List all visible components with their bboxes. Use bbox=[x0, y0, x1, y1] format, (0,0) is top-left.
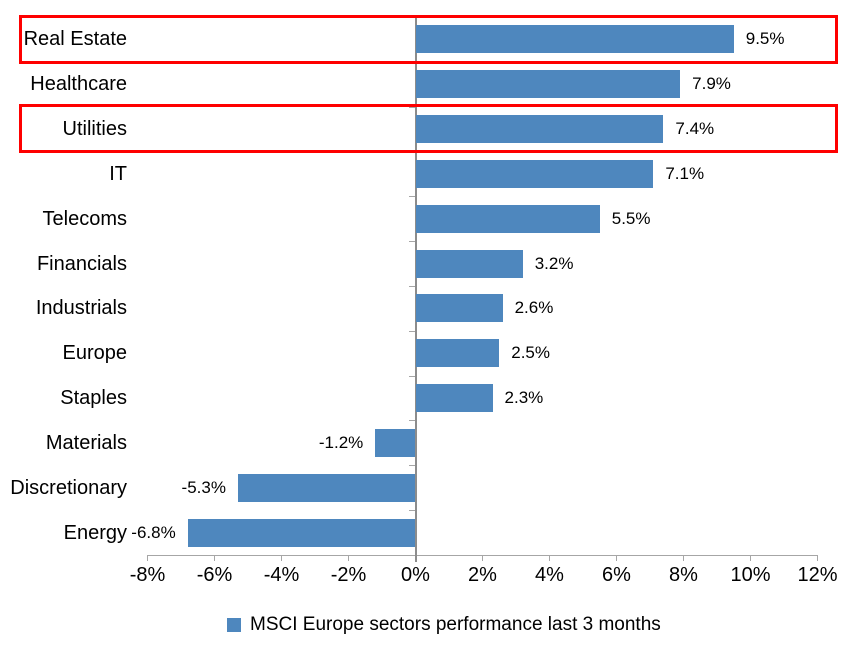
category-axis-tick bbox=[408, 285, 415, 287]
x-axis-tick bbox=[482, 555, 483, 561]
value-label-telecoms: 5.5% bbox=[611, 208, 651, 228]
x-tick-label: 0% bbox=[401, 564, 430, 586]
x-tick-label: 4% bbox=[535, 564, 564, 586]
bar-energy bbox=[187, 518, 416, 547]
bar-discretionary bbox=[237, 473, 416, 502]
bar-telecoms bbox=[415, 204, 600, 233]
category-label-discretionary: Discretionary bbox=[10, 476, 127, 499]
category-axis-tick bbox=[408, 241, 415, 243]
category-label-healthcare: Healthcare bbox=[30, 73, 127, 96]
bar-staples bbox=[415, 384, 493, 413]
value-label-it: 7.1% bbox=[665, 163, 705, 183]
category-axis-tick bbox=[408, 375, 415, 377]
x-tick-label: -2% bbox=[330, 564, 367, 586]
category-axis-tick bbox=[408, 420, 415, 422]
category-axis-tick bbox=[408, 510, 415, 512]
category-axis-tick bbox=[408, 196, 415, 198]
x-tick-label: 2% bbox=[468, 564, 497, 586]
legend-swatch-icon bbox=[227, 618, 241, 632]
x-tick-label: 8% bbox=[669, 564, 698, 586]
bar-real-estate bbox=[415, 25, 734, 54]
bar-healthcare bbox=[415, 70, 681, 99]
x-axis-tick bbox=[348, 555, 349, 561]
x-tick-label: 10% bbox=[730, 564, 771, 586]
value-label-staples: 2.3% bbox=[504, 388, 544, 408]
category-label-utilities: Utilities bbox=[62, 118, 127, 141]
value-label-financials: 3.2% bbox=[534, 253, 574, 273]
x-axis-tick bbox=[549, 555, 550, 561]
highlight-box-real-estate bbox=[19, 14, 838, 64]
x-axis-tick bbox=[683, 555, 684, 561]
category-label-materials: Materials bbox=[45, 431, 127, 454]
value-label-discretionary: -5.3% bbox=[181, 477, 226, 497]
x-axis-tick bbox=[281, 555, 282, 561]
category-label-industrials: Industrials bbox=[35, 297, 127, 320]
x-axis-tick bbox=[147, 555, 148, 561]
bar-europe bbox=[415, 339, 500, 368]
x-axis-tick bbox=[750, 555, 751, 561]
category-axis-tick bbox=[408, 330, 415, 332]
value-label-utilities: 7.4% bbox=[675, 119, 715, 139]
category-label-financials: Financials bbox=[36, 252, 127, 275]
x-axis-tick bbox=[817, 555, 818, 561]
category-label-it: IT bbox=[109, 162, 127, 185]
bar-utilities bbox=[415, 115, 664, 144]
category-axis-tick bbox=[408, 465, 415, 467]
zero-line bbox=[414, 15, 417, 562]
x-tick-label: 6% bbox=[602, 564, 631, 586]
x-axis-tick bbox=[214, 555, 215, 561]
highlight-box-utilities bbox=[19, 104, 838, 154]
x-tick-label: -4% bbox=[263, 564, 300, 586]
category-label-energy: Energy bbox=[63, 521, 127, 544]
x-tick-label: -8% bbox=[129, 564, 166, 586]
category-axis-tick bbox=[408, 17, 415, 18]
bar-it bbox=[415, 159, 654, 188]
bar-industrials bbox=[415, 294, 503, 323]
bar-materials bbox=[375, 428, 416, 457]
category-axis-tick bbox=[408, 554, 415, 556]
category-label-staples: Staples bbox=[60, 387, 127, 410]
value-label-materials: -1.2% bbox=[318, 432, 364, 452]
category-label-real-estate: Real Estate bbox=[23, 28, 127, 51]
value-label-energy: -6.8% bbox=[131, 522, 176, 542]
value-label-europe: 2.5% bbox=[511, 343, 550, 363]
category-label-telecoms: Telecoms bbox=[42, 207, 127, 230]
category-axis-tick bbox=[408, 106, 415, 108]
bar-financials bbox=[415, 249, 523, 278]
legend: MSCI Europe sectors performance last 3 m… bbox=[227, 613, 661, 637]
value-label-real-estate: 9.5% bbox=[745, 29, 785, 49]
x-tick-label: -6% bbox=[196, 564, 233, 586]
x-axis-tick bbox=[616, 555, 617, 561]
value-label-industrials: 2.6% bbox=[514, 298, 554, 318]
value-label-healthcare: 7.9% bbox=[692, 74, 731, 94]
category-label-europe: Europe bbox=[62, 342, 128, 365]
legend-label: MSCI Europe sectors performance last 3 m… bbox=[250, 614, 661, 635]
x-tick-label: 12% bbox=[797, 564, 838, 586]
